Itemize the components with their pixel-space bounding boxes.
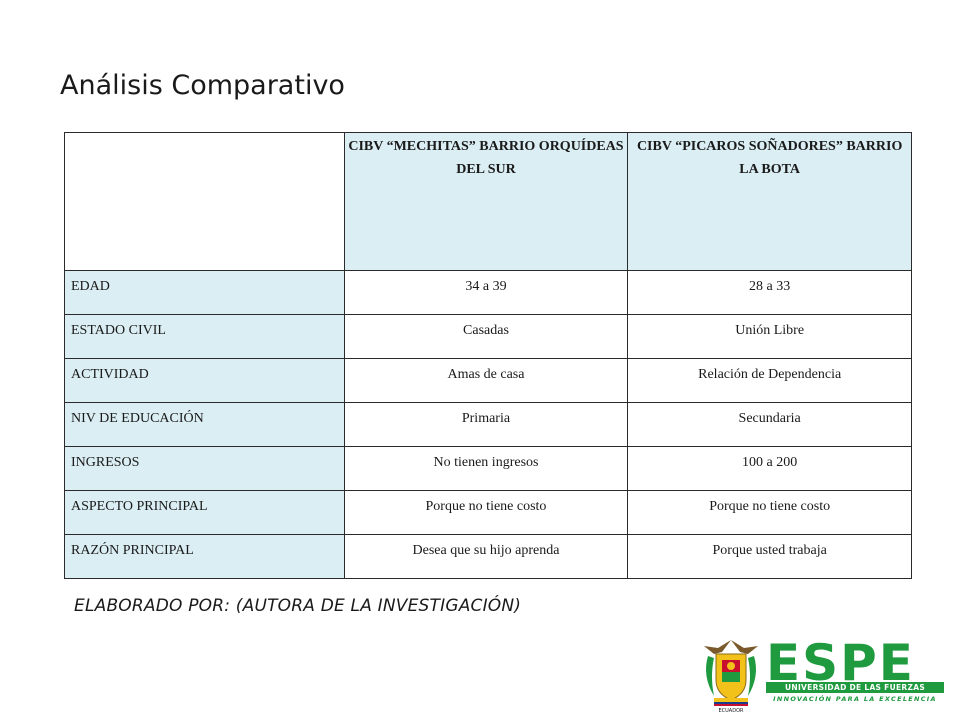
university-motto: INNOVACIÓN PARA LA EXCELENCIA [773, 695, 937, 703]
cell-mechitas: Primaria [343, 402, 629, 447]
coat-of-arms-icon: ECUADOR [704, 640, 758, 714]
table-row: NIV DE EDUCACIÓN Primaria Secundaria [64, 402, 912, 447]
cell-picaros: 100 a 200 [627, 446, 912, 491]
cell-picaros: Porque no tiene costo [627, 490, 912, 535]
row-label: EDAD [64, 270, 345, 315]
cell-mechitas: Porque no tiene costo [343, 490, 629, 535]
cell-picaros: Unión Libre [627, 314, 912, 359]
espe-wordmark: ESPE [766, 634, 915, 692]
header-cell-mechitas: CIBV “MECHITAS” BARRIO ORQUÍDEAS DEL SUR [343, 132, 629, 271]
row-label: ACTIVIDAD [64, 358, 345, 403]
row-label: ASPECTO PRINCIPAL [64, 490, 345, 535]
university-name: UNIVERSIDAD DE LAS FUERZAS ARMADAS [766, 682, 944, 703]
table-row: EDAD 34 a 39 28 a 33 [64, 270, 912, 315]
table-row: INGRESOS No tienen ingresos 100 a 200 [64, 446, 912, 491]
emblem-text: ECUADOR [719, 708, 745, 714]
cell-mechitas: Casadas [343, 314, 629, 359]
row-label: ESTADO CIVIL [64, 314, 345, 359]
espe-logo: ECUADOR ESPE UNIVERSIDAD DE LAS FUERZAS … [700, 636, 950, 714]
cell-picaros: Relación de Dependencia [627, 358, 912, 403]
source-caption: ELABORADO POR: (AUTORA DE LA INVESTIGACI… [74, 596, 522, 616]
table-row: ESTADO CIVIL Casadas Unión Libre [64, 314, 912, 359]
slide-title: Análisis Comparativo [60, 70, 345, 101]
cell-mechitas: Amas de casa [343, 358, 629, 403]
table-row: RAZÓN PRINCIPAL Desea que su hijo aprend… [64, 534, 912, 579]
row-label: NIV DE EDUCACIÓN [64, 402, 345, 447]
row-label: RAZÓN PRINCIPAL [64, 534, 345, 579]
table-row: ACTIVIDAD Amas de casa Relación de Depen… [64, 358, 912, 403]
table-header-row: CIBV “MECHITAS” BARRIO ORQUÍDEAS DEL SUR… [64, 132, 912, 271]
header-cell-picaros: CIBV “PICAROS SOÑADORES” BARRIO LA BOTA [627, 132, 912, 271]
cell-mechitas: 34 a 39 [343, 270, 629, 315]
cell-picaros: Secundaria [627, 402, 912, 447]
cell-picaros: Porque usted trabaja [627, 534, 912, 579]
table-row: ASPECTO PRINCIPAL Porque no tiene costo … [64, 490, 912, 535]
row-label: INGRESOS [64, 446, 345, 491]
header-cell-empty [64, 132, 345, 271]
cell-mechitas: Desea que su hijo aprenda [343, 534, 629, 579]
cell-picaros: 28 a 33 [627, 270, 912, 315]
cell-mechitas: No tienen ingresos [343, 446, 629, 491]
comparison-table: CIBV “MECHITAS” BARRIO ORQUÍDEAS DEL SUR… [64, 132, 912, 579]
